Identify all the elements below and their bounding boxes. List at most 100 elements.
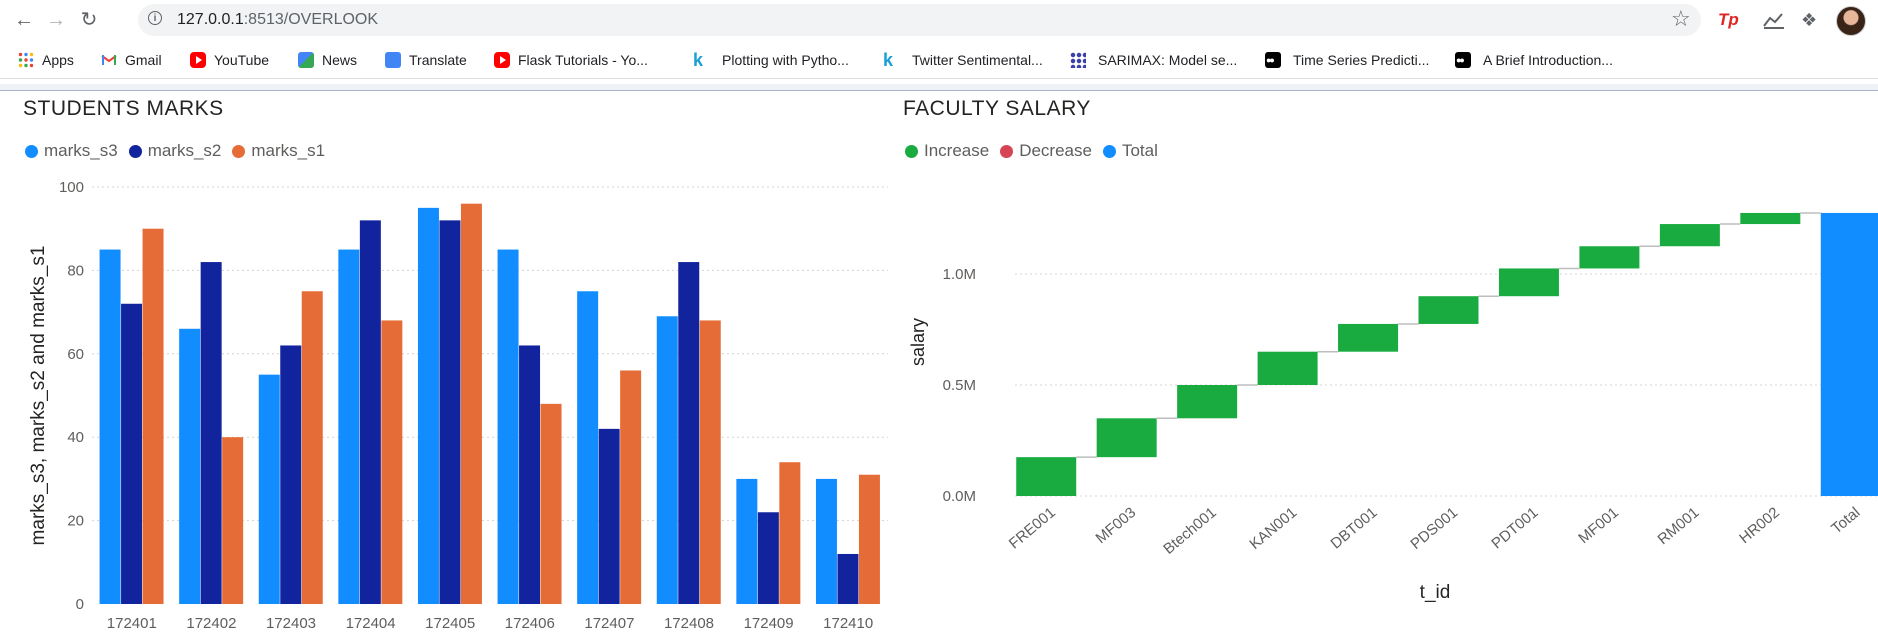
bookmark-label: Twitter Sentimental... (912, 52, 1043, 68)
legend-label: Increase (924, 141, 990, 160)
gmail-icon (101, 52, 117, 68)
y-tick-label: 0.5M (943, 377, 976, 394)
y-tick-label: 40 (67, 429, 84, 446)
faculty-salary-legend: Increase Decrease Total (905, 141, 1169, 161)
site-info-icon[interactable]: i (148, 11, 162, 25)
waterfall-bar-KAN001 (1257, 351, 1318, 385)
waterfall-bar-MF001 (1579, 246, 1640, 269)
bar-marks_s3-172408 (656, 316, 678, 604)
kaggle-k-icon: k (882, 50, 893, 70)
bookmark-label: Apps (42, 52, 74, 68)
legend-label: Decrease (1019, 141, 1092, 160)
bar-marks_s2-172405 (439, 220, 461, 605)
report-canvas: STUDENTS MARKS marks_s3 marks_s2 marks_s1 … (0, 84, 1878, 639)
bar-marks_s1-172407 (620, 370, 642, 604)
url-host: 127.0.0.1 (177, 11, 244, 28)
salary-legend-item[interactable]: Decrease (1000, 141, 1092, 161)
apps-grid-icon (18, 52, 34, 68)
bookmark-brief-introduction[interactable]: A Brief Introduction... (1455, 50, 1613, 70)
chart-extension-icon[interactable] (1762, 8, 1786, 32)
waterfall-bar-FRE001 (1016, 457, 1077, 496)
bar-marks_s3-172405 (417, 207, 439, 604)
bar-marks_s2-172406 (519, 345, 541, 604)
legend-marker (128, 144, 142, 158)
legend-marker (25, 144, 38, 158)
students-legend-item[interactable]: marks_s1 (232, 141, 325, 161)
tp-extension-icon[interactable]: Tp (1718, 10, 1739, 29)
waterfall-bar-PDS001 (1418, 296, 1479, 324)
google-news-icon (298, 52, 314, 68)
legend-marker (1000, 144, 1014, 158)
back-arrow-icon[interactable]: ← (14, 9, 34, 31)
bookmark-flask-tutorials[interactable]: Flask Tutorials - Yo... (494, 50, 648, 70)
bookmark-translate[interactable]: Translate (385, 50, 467, 70)
students-legend-item[interactable]: marks_s2 (128, 141, 222, 161)
medium-icon (1455, 52, 1471, 68)
bookmark-label: Time Series Predicti... (1293, 52, 1430, 68)
bookmark-star-icon[interactable]: ☆ (1671, 6, 1691, 31)
bookmark-twitter-sentimental[interactable]: k Twitter Sentimental... (880, 50, 1043, 70)
y-tick-label: 100 (59, 179, 84, 196)
waterfall-bar-Total (1820, 212, 1878, 496)
legend-label: marks_s3 (44, 141, 118, 160)
x-tick-label: RM001 (1654, 504, 1702, 548)
bar-marks_s1-172406 (540, 403, 562, 604)
salary-legend-item[interactable]: Increase (905, 141, 989, 161)
bar-marks_s1-172405 (460, 203, 482, 604)
x-tick-label: 172410 (823, 615, 873, 632)
url-port-path: :8513/OVERLOOK (243, 11, 379, 28)
x-tick-label: 172408 (664, 615, 714, 632)
statsmodels-icon (1070, 52, 1086, 68)
x-tick-label: 172403 (266, 615, 316, 632)
forward-arrow-icon[interactable]: → (46, 9, 66, 31)
faculty-salary-chart[interactable]: 0.0M 0.5M 1.0M salary t_id FRE001 MF003 Btech00… (900, 84, 1878, 639)
x-tick-label: FRE001 (1006, 504, 1059, 552)
bookmark-time-series[interactable]: Time Series Predicti... (1265, 50, 1429, 70)
bar-marks_s3-172406 (497, 249, 519, 605)
students-marks-chart[interactable]: 0 20 40 60 80 100 marks_s3, marks_s2 and marks… (0, 84, 900, 639)
legend-marker (232, 144, 246, 158)
bookmark-youtube[interactable]: YouTube (190, 50, 269, 70)
reload-icon[interactable]: ↻ (80, 9, 98, 31)
browser-toolbar: ← → ↻ i 127.0.0.1:8513/OVERLOOK ☆ Tp ❖ (0, 0, 1878, 40)
y-tick-label: 20 (67, 513, 84, 530)
y-tick-label: 1.0M (943, 266, 976, 283)
x-tick-label: 172402 (186, 615, 236, 632)
bookmark-label: Gmail (125, 52, 162, 68)
bookmark-label: SARIMAX: Model se... (1098, 52, 1238, 68)
bookmark-apps[interactable]: Apps (18, 50, 74, 70)
waterfall-bar-HR002 (1740, 212, 1801, 225)
x-axis-title: t_id (1420, 582, 1451, 603)
legend-marker (905, 144, 918, 158)
medium-icon (1265, 52, 1281, 68)
extensions-puzzle-icon[interactable]: ❖ (1801, 10, 1818, 30)
x-tick-label: 172405 (425, 615, 475, 632)
legend-label: marks_s2 (147, 141, 222, 160)
x-tick-label: HR002 (1736, 504, 1783, 547)
bookmark-news[interactable]: News (298, 50, 357, 70)
url-text[interactable]: 127.0.0.1:8513/OVERLOOK (177, 11, 378, 29)
students-legend-item[interactable]: marks_s3 (25, 141, 118, 161)
salary-legend-item[interactable]: Total (1102, 141, 1158, 161)
youtube-icon (494, 52, 510, 68)
address-bar[interactable] (138, 4, 1701, 36)
bookmark-gmail[interactable]: Gmail (101, 50, 162, 70)
y-axis-title: marks_s3, marks_s2 and marks_s1 (28, 246, 49, 546)
legend-label: Total (1121, 141, 1158, 160)
x-tick-label: Btech001 (1160, 504, 1219, 558)
waterfall-bar-RM001 (1659, 224, 1720, 247)
y-tick-label: 0.0M (943, 488, 976, 505)
bookmark-plotting-python[interactable]: k Plotting with Pytho... (690, 50, 849, 70)
profile-avatar[interactable] (1836, 6, 1866, 36)
bookmark-label: Translate (409, 52, 467, 68)
x-tick-label: PDT001 (1488, 504, 1541, 552)
bar-marks_s3-172404 (338, 249, 360, 605)
waterfall-bar-Btech001 (1177, 385, 1238, 419)
x-tick-label: 172409 (744, 615, 794, 632)
bar-marks_s3-172402 (179, 328, 201, 604)
legend-marker (1102, 144, 1116, 158)
bookmark-sarimax[interactable]: SARIMAX: Model se... (1070, 50, 1237, 70)
bookmark-label: Flask Tutorials - Yo... (518, 52, 648, 68)
x-tick-label: 172406 (505, 615, 555, 632)
bar-marks_s2-172410 (837, 553, 859, 604)
